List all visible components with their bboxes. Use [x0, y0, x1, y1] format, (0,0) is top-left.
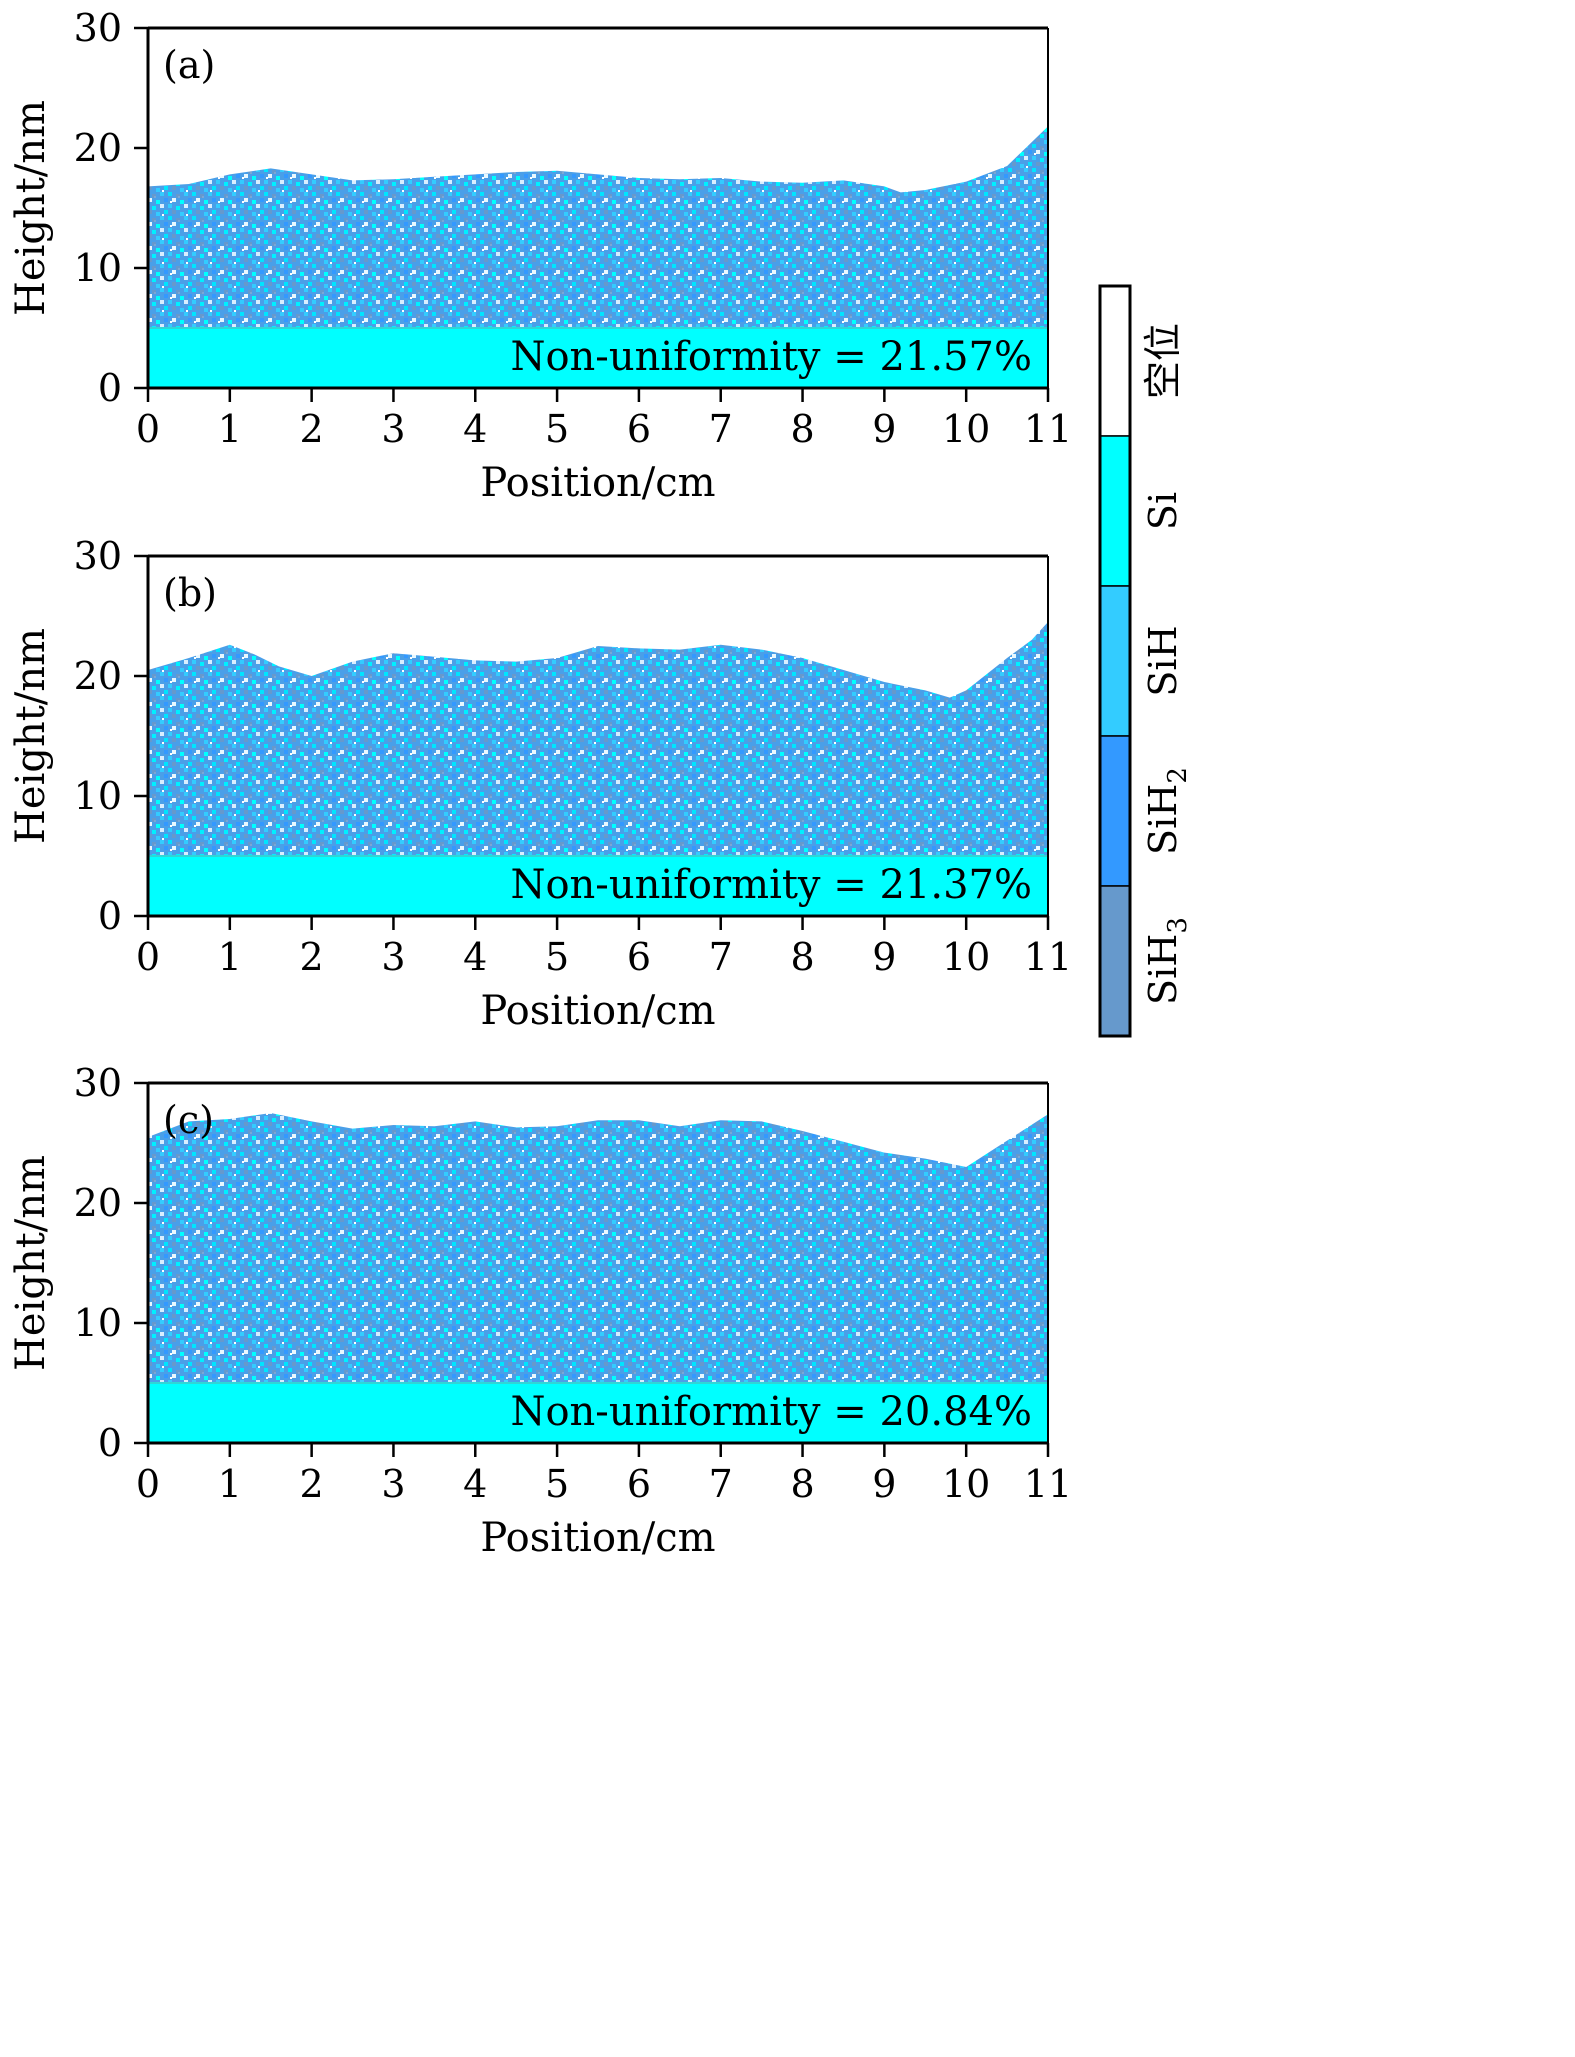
x-tick-label: 0	[136, 407, 160, 451]
x-tick-label: 3	[381, 1462, 405, 1506]
x-tick-label: 2	[300, 1462, 324, 1506]
x-tick-label: 10	[942, 1462, 990, 1506]
x-tick-label: 1	[218, 407, 242, 451]
colorbar-label: 空位	[1141, 323, 1185, 399]
y-axis-title-b: Height/nm	[8, 628, 54, 844]
panel-c: 0 1 2 3 4 5 6 7 8 9 10 11 0 10 20 30 (c) Non-uniformity…	[8, 1061, 1072, 1561]
y-tick-label: 10	[74, 246, 122, 290]
colorbar-label: Si	[1141, 492, 1185, 530]
non-uniformity-label-c: Non-uniformity = 20.84%	[510, 1389, 1032, 1435]
x-tick-label: 1	[218, 935, 242, 979]
x-axis-title-b: Position/cm	[480, 988, 715, 1034]
colorbar-label: SiH2	[1141, 767, 1193, 855]
colorbar-swatch	[1099, 285, 1131, 437]
x-tick-label: 5	[545, 1462, 569, 1506]
x-tick-label: 0	[136, 935, 160, 979]
x-tick-label: 6	[627, 1462, 651, 1506]
film-surface-b	[148, 622, 1048, 856]
x-tick-label: 10	[942, 935, 990, 979]
y-tick-label: 0	[98, 366, 122, 410]
y-tick-label: 20	[74, 1181, 122, 1225]
film-surface-a	[148, 126, 1048, 329]
colorbar-label: SiH3	[1141, 917, 1193, 1005]
colorbar-swatch	[1099, 735, 1131, 887]
x-tick-label: 11	[1024, 407, 1072, 451]
y-axis-title-c: Height/nm	[8, 1155, 54, 1371]
x-tick-label: 7	[709, 407, 733, 451]
y-tick-label: 10	[74, 774, 122, 818]
film-layer-a	[148, 126, 1048, 388]
substrate-layer-a	[148, 328, 1048, 388]
film-layer-c	[148, 1113, 1048, 1443]
y-tick-label: 0	[98, 894, 122, 938]
x-tick-label: 3	[381, 935, 405, 979]
axes-c: 0 1 2 3 4 5 6 7 8 9 10 11 0 10 20 30	[74, 1061, 1073, 1506]
y-tick-label: 10	[74, 1301, 122, 1345]
x-tick-label: 4	[463, 407, 487, 451]
x-tick-label: 0	[136, 1462, 160, 1506]
x-tick-label: 9	[872, 1462, 896, 1506]
x-tick-label: 8	[790, 935, 814, 979]
x-tick-label: 9	[872, 407, 896, 451]
y-tick-label: 20	[74, 654, 122, 698]
x-tick-label: 4	[463, 1462, 487, 1506]
y-tick-label: 20	[74, 126, 122, 170]
y-axis-title-a: Height/nm	[8, 100, 54, 316]
film-layer-b	[148, 622, 1048, 916]
x-tick-label: 6	[627, 407, 651, 451]
x-tick-label: 1	[218, 1462, 242, 1506]
y-tick-label: 30	[74, 1061, 122, 1105]
panel-label-b: (b)	[163, 571, 217, 615]
colorbar-label: SiH	[1141, 625, 1185, 696]
y-tick-label: 30	[74, 534, 122, 578]
x-tick-label: 2	[300, 407, 324, 451]
film-surface-c	[148, 1113, 1048, 1383]
substrate-layer-c	[148, 1383, 1048, 1443]
x-tick-label: 8	[790, 407, 814, 451]
x-tick-label: 11	[1024, 1462, 1072, 1506]
colorbar-swatch	[1099, 585, 1131, 737]
colorbar-swatch	[1099, 435, 1131, 587]
x-tick-label: 10	[942, 407, 990, 451]
axes-b: 0 1 2 3 4 5 6 7 8 9 10 11 0 10 20 30	[74, 534, 1073, 979]
non-uniformity-label-b: Non-uniformity = 21.37%	[510, 862, 1032, 908]
colorbar-legend: 空位 Si SiH SiH2 SiH3	[1098, 284, 1193, 1038]
x-tick-label: 5	[545, 407, 569, 451]
colorbar-swatch	[1099, 885, 1131, 1037]
x-tick-label: 6	[627, 935, 651, 979]
y-tick-label: 30	[74, 6, 122, 50]
x-tick-label: 11	[1024, 935, 1072, 979]
colorbar-frame	[1098, 284, 1132, 1038]
x-tick-label: 7	[709, 935, 733, 979]
panel-label-a: (a)	[163, 43, 215, 87]
panel-a: 0 1 2 3 4 5 6 7 8 9 10 11 0 10 20 30 (a) Non-uniformity…	[8, 6, 1072, 506]
non-uniformity-label-a: Non-uniformity = 21.57%	[510, 334, 1032, 380]
x-tick-label: 7	[709, 1462, 733, 1506]
x-tick-label: 9	[872, 935, 896, 979]
x-axis-title-c: Position/cm	[480, 1515, 715, 1561]
y-tick-label: 0	[98, 1421, 122, 1465]
axes-a: 0 1 2 3 4 5 6 7 8 9 10 11 0 10 20 30	[74, 6, 1073, 451]
substrate-layer-b	[148, 856, 1048, 916]
x-tick-label: 2	[300, 935, 324, 979]
x-tick-label: 8	[790, 1462, 814, 1506]
x-tick-label: 3	[381, 407, 405, 451]
panel-b: 0 1 2 3 4 5 6 7 8 9 10 11 0 10 20 30 (b) Non-uniformity…	[8, 534, 1072, 1034]
x-axis-title-a: Position/cm	[480, 460, 715, 506]
x-tick-label: 5	[545, 935, 569, 979]
panel-label-c: (c)	[163, 1098, 214, 1142]
x-tick-label: 4	[463, 935, 487, 979]
